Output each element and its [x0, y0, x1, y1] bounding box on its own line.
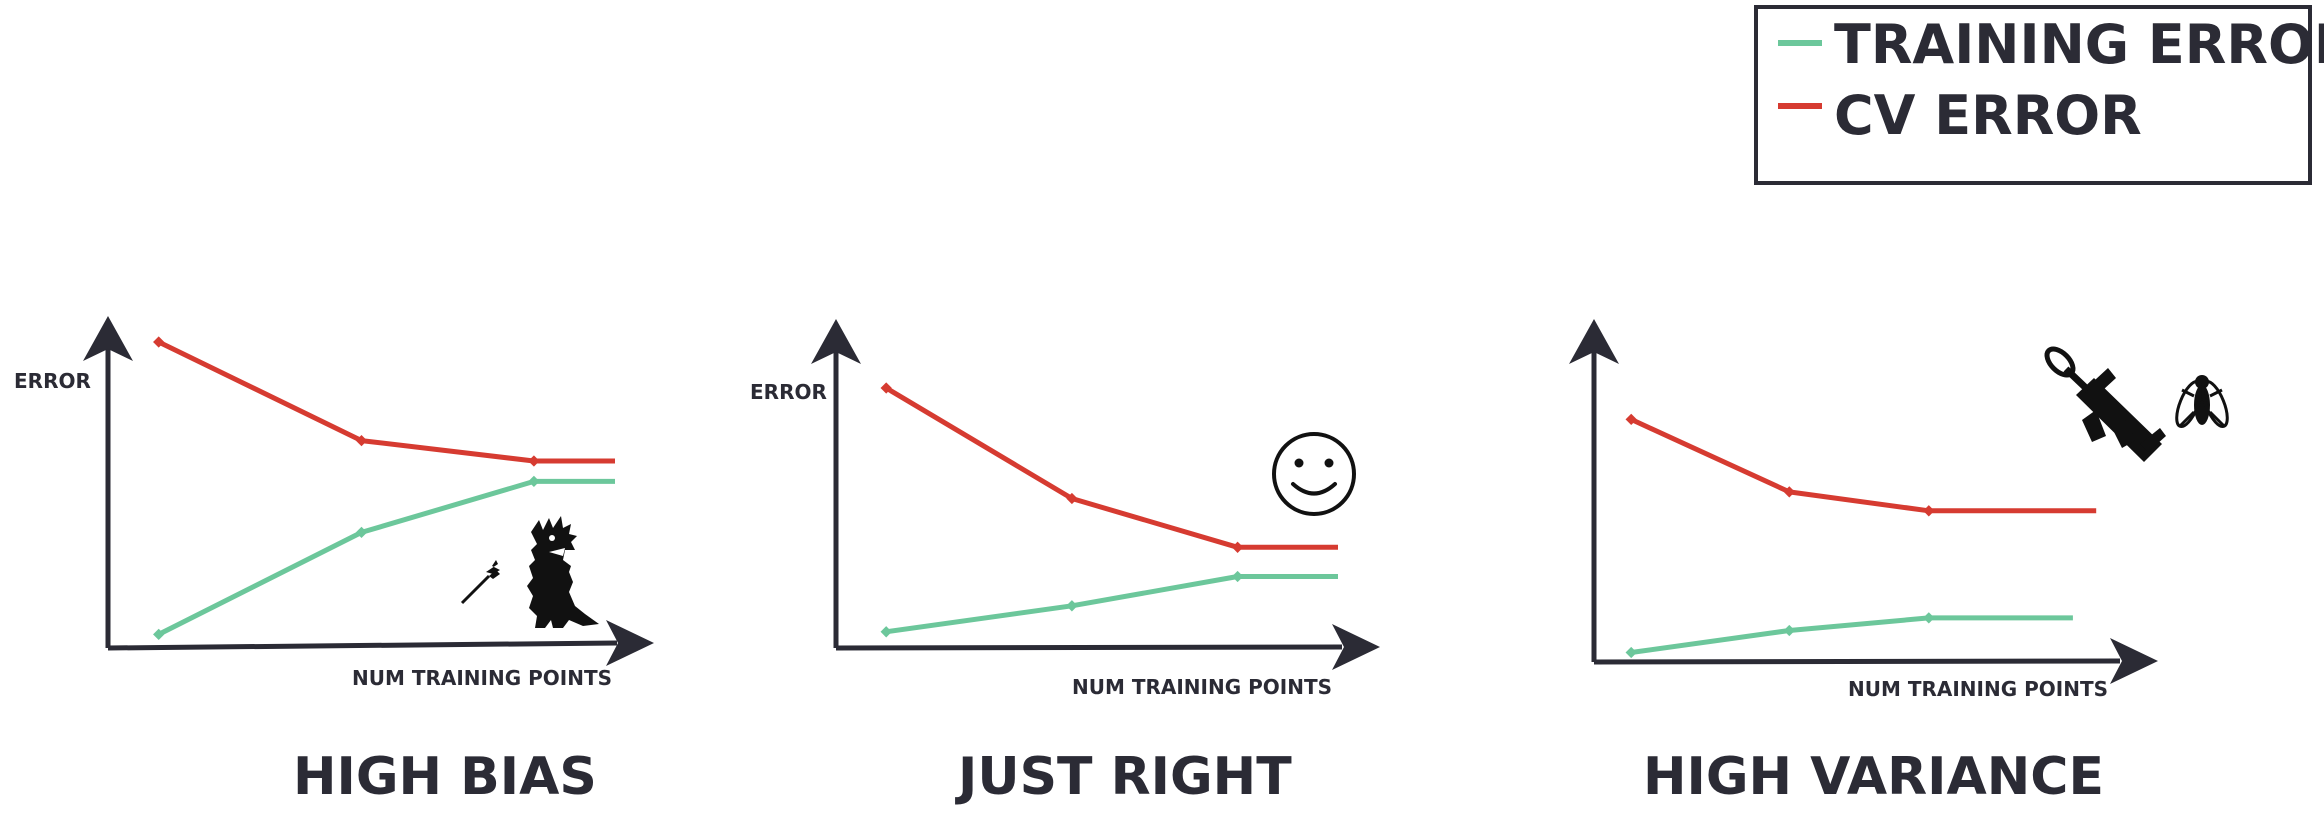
x-axis-label: NUM TRAINING POINTS	[1072, 675, 1332, 699]
training-point-2	[1923, 612, 1935, 624]
training-point-0	[1625, 646, 1637, 659]
axes	[83, 316, 654, 666]
training-point-0	[880, 626, 892, 638]
legend-label-training: TRAINING ERROR	[1834, 13, 2324, 76]
training-error-line	[885, 574, 1338, 635]
bazooka-icon	[2044, 346, 2166, 462]
training-error-line	[1630, 615, 2073, 655]
training-point-0	[153, 628, 165, 641]
training-point-1	[1783, 624, 1795, 637]
cv-point-0	[153, 336, 165, 348]
panel-high-bias: ERROR NUM TRAINING POINTS HIGH BIAS	[14, 316, 654, 807]
x-axis-label: NUM TRAINING POINTS	[352, 666, 612, 690]
axes	[1569, 319, 2158, 684]
y-axis-arrow	[1569, 319, 1619, 364]
legend-label-cv: CV ERROR	[1834, 84, 2142, 147]
x-axis-arrow	[2110, 638, 2158, 684]
training-point-1	[355, 526, 368, 539]
axes	[811, 319, 1380, 670]
smiley-icon	[1272, 432, 1356, 516]
cv-point-0	[1625, 413, 1637, 426]
cv-point-2	[1923, 505, 1935, 517]
cv-point-2	[528, 455, 540, 467]
fly-icon	[2175, 375, 2229, 429]
panel-title: HIGH VARIANCE	[1643, 747, 2104, 807]
series-layer	[153, 336, 615, 641]
x-axis-arrow	[1332, 624, 1380, 670]
training-point-2	[1231, 570, 1244, 583]
cv-point-1	[355, 434, 368, 447]
training-point-2	[528, 475, 540, 488]
y-axis-label: ERROR	[750, 380, 827, 404]
series-layer	[880, 382, 1338, 638]
x-axis-arrow	[606, 620, 654, 666]
panel-just-right: ERROR NUM TRAINING POINTS JUST RIGHT	[750, 319, 1380, 807]
cv-error-line	[884, 385, 1338, 550]
cv-point-1	[1783, 486, 1795, 498]
x-axis-label: NUM TRAINING POINTS	[1848, 677, 2108, 701]
cv-point-0	[880, 382, 892, 394]
dart-icon	[460, 560, 500, 605]
cv-point-2	[1231, 541, 1244, 553]
y-axis-label: ERROR	[14, 369, 91, 393]
cv-error-line	[1630, 417, 2097, 514]
cv-error-line	[157, 339, 615, 464]
y-axis-arrow	[811, 319, 861, 364]
series-layer	[1625, 413, 2097, 659]
panel-title: HIGH BIAS	[293, 747, 597, 807]
legend: TRAINING ERROR CV ERROR	[1754, 5, 2324, 185]
monster-icon	[527, 516, 599, 628]
training-error-line	[157, 478, 615, 637]
y-axis-arrow	[83, 316, 133, 361]
cv-point-1	[1066, 492, 1078, 505]
panel-high-variance: NUM TRAINING POINTS HIGH VARIANCE	[1569, 319, 2229, 807]
legend-box	[1754, 5, 2312, 185]
panel-title: JUST RIGHT	[955, 747, 1292, 807]
training-point-1	[1066, 600, 1078, 612]
